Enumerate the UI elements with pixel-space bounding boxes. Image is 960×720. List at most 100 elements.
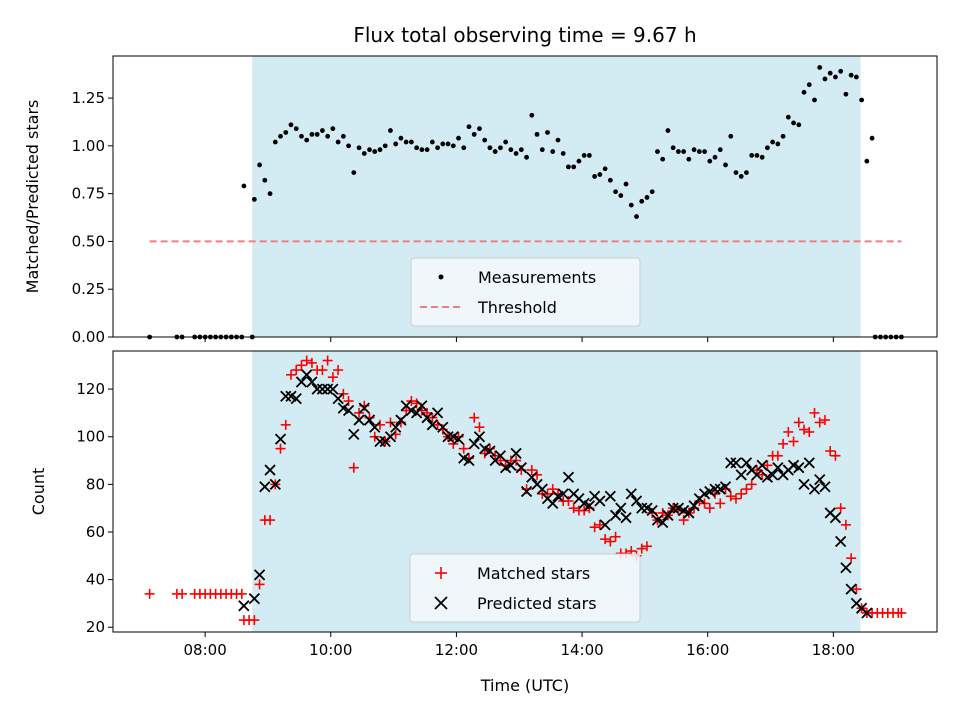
matched-star-point xyxy=(641,541,652,552)
measurement-point xyxy=(675,149,681,154)
matched-star-point xyxy=(177,588,188,599)
bottom-y-axis-label: Count xyxy=(29,468,48,516)
measurement-point xyxy=(309,131,315,137)
predicted-star-point xyxy=(264,464,276,476)
y-tick-label: 80 xyxy=(86,475,105,493)
matched-star-point xyxy=(285,369,296,380)
bottom-legend-box xyxy=(409,553,641,623)
matched-star-point xyxy=(896,607,907,618)
matched-star-point xyxy=(783,426,794,437)
measurement-point xyxy=(346,143,351,149)
predicted-star-point xyxy=(609,509,622,521)
predicted-star-point xyxy=(505,459,517,471)
matched-star-point xyxy=(610,531,621,542)
measurement-point xyxy=(681,149,687,154)
measurement-point xyxy=(545,130,550,135)
measurement-point xyxy=(471,131,477,137)
predicted-star-point xyxy=(374,435,386,448)
measurement-point xyxy=(628,202,634,208)
predicted-star-point xyxy=(384,431,397,443)
measurement-point xyxy=(283,130,289,135)
predicted-star-point xyxy=(363,414,376,426)
measurement-point xyxy=(320,128,325,133)
matched-star-point xyxy=(840,519,851,530)
measurement-point xyxy=(639,198,645,204)
matched-star-point xyxy=(469,412,480,423)
measurement-point xyxy=(278,133,283,139)
x-tick-label: 10:00 xyxy=(309,641,352,659)
predicted-star-point xyxy=(253,569,266,581)
x-axis-label: Time (UTC) xyxy=(480,676,569,695)
top-legend: Measurements Threshold xyxy=(410,257,641,327)
predicted-star-point xyxy=(766,469,779,481)
legend-marker-measurements xyxy=(438,274,444,280)
x-tick-label: 14:00 xyxy=(560,641,603,659)
predicted-star-point xyxy=(484,445,496,457)
measurement-point xyxy=(539,147,545,153)
measurement-point xyxy=(728,133,734,139)
predicted-star-point xyxy=(520,485,533,498)
measurement-point xyxy=(859,97,865,103)
predicted-star-point xyxy=(719,481,732,493)
matched-star-point xyxy=(322,355,333,366)
legend-label-measurements: Measurements xyxy=(478,268,596,287)
measurement-point xyxy=(702,149,707,154)
measurement-point xyxy=(529,112,535,118)
predicted-star-point xyxy=(348,428,360,440)
predicted-star-point xyxy=(819,481,831,493)
predicted-star-point xyxy=(547,497,559,510)
predicted-star-point xyxy=(683,507,695,519)
predicted-star-point xyxy=(473,431,486,443)
measurement-point xyxy=(241,183,247,189)
predicted-star-point xyxy=(536,483,548,495)
predicted-star-point xyxy=(238,600,250,612)
predicted-star-point xyxy=(709,483,721,495)
measurement-point xyxy=(696,149,702,154)
predicted-star-point xyxy=(353,414,365,426)
matched-star-point xyxy=(568,503,579,514)
matched-star-point xyxy=(422,407,433,418)
measurement-point xyxy=(618,193,624,198)
predicted-star-point xyxy=(808,483,821,495)
legend-label-matched-stars: Matched stars xyxy=(477,564,590,583)
x-tick-label: 16:00 xyxy=(686,641,729,659)
predicted-star-point xyxy=(369,421,381,433)
predicted-star-point xyxy=(829,512,842,524)
predicted-star-point xyxy=(845,583,857,595)
measurement-point xyxy=(351,170,357,176)
measurement-point xyxy=(429,139,435,145)
measurement-point xyxy=(744,170,749,176)
predicted-star-point xyxy=(280,390,292,402)
measurement-point xyxy=(560,151,566,156)
measurement-point xyxy=(518,147,524,153)
measurement-point xyxy=(325,133,331,139)
measurement-point xyxy=(581,153,587,158)
predicted-star-point xyxy=(646,504,658,517)
predicted-star-point xyxy=(620,512,632,524)
predicted-star-point xyxy=(599,519,611,531)
measurement-point xyxy=(445,141,451,147)
predicted-star-point xyxy=(657,516,669,529)
matched-star-point xyxy=(762,460,773,471)
matched-star-point xyxy=(736,488,747,499)
matched-star-point xyxy=(778,438,789,449)
matched-star-points xyxy=(144,355,907,626)
matched-star-point xyxy=(636,543,647,554)
measurement-point xyxy=(707,158,713,164)
predicted-star-point xyxy=(515,462,527,474)
measurement-point xyxy=(691,147,697,153)
predicted-star-point xyxy=(562,471,575,483)
predicted-star-point xyxy=(269,478,281,490)
predicted-star-points xyxy=(238,369,873,619)
matched-star-point xyxy=(772,450,783,461)
predicted-star-point xyxy=(437,421,449,433)
measurement-point xyxy=(623,181,629,187)
predicted-star-point xyxy=(803,457,815,469)
measurement-point xyxy=(414,145,420,151)
predicted-star-point xyxy=(730,457,742,469)
predicted-star-point xyxy=(332,392,344,405)
measurement-point xyxy=(419,147,425,153)
measurement-point xyxy=(403,139,409,145)
measurement-point xyxy=(262,177,268,183)
predicted-star-point xyxy=(735,469,747,481)
